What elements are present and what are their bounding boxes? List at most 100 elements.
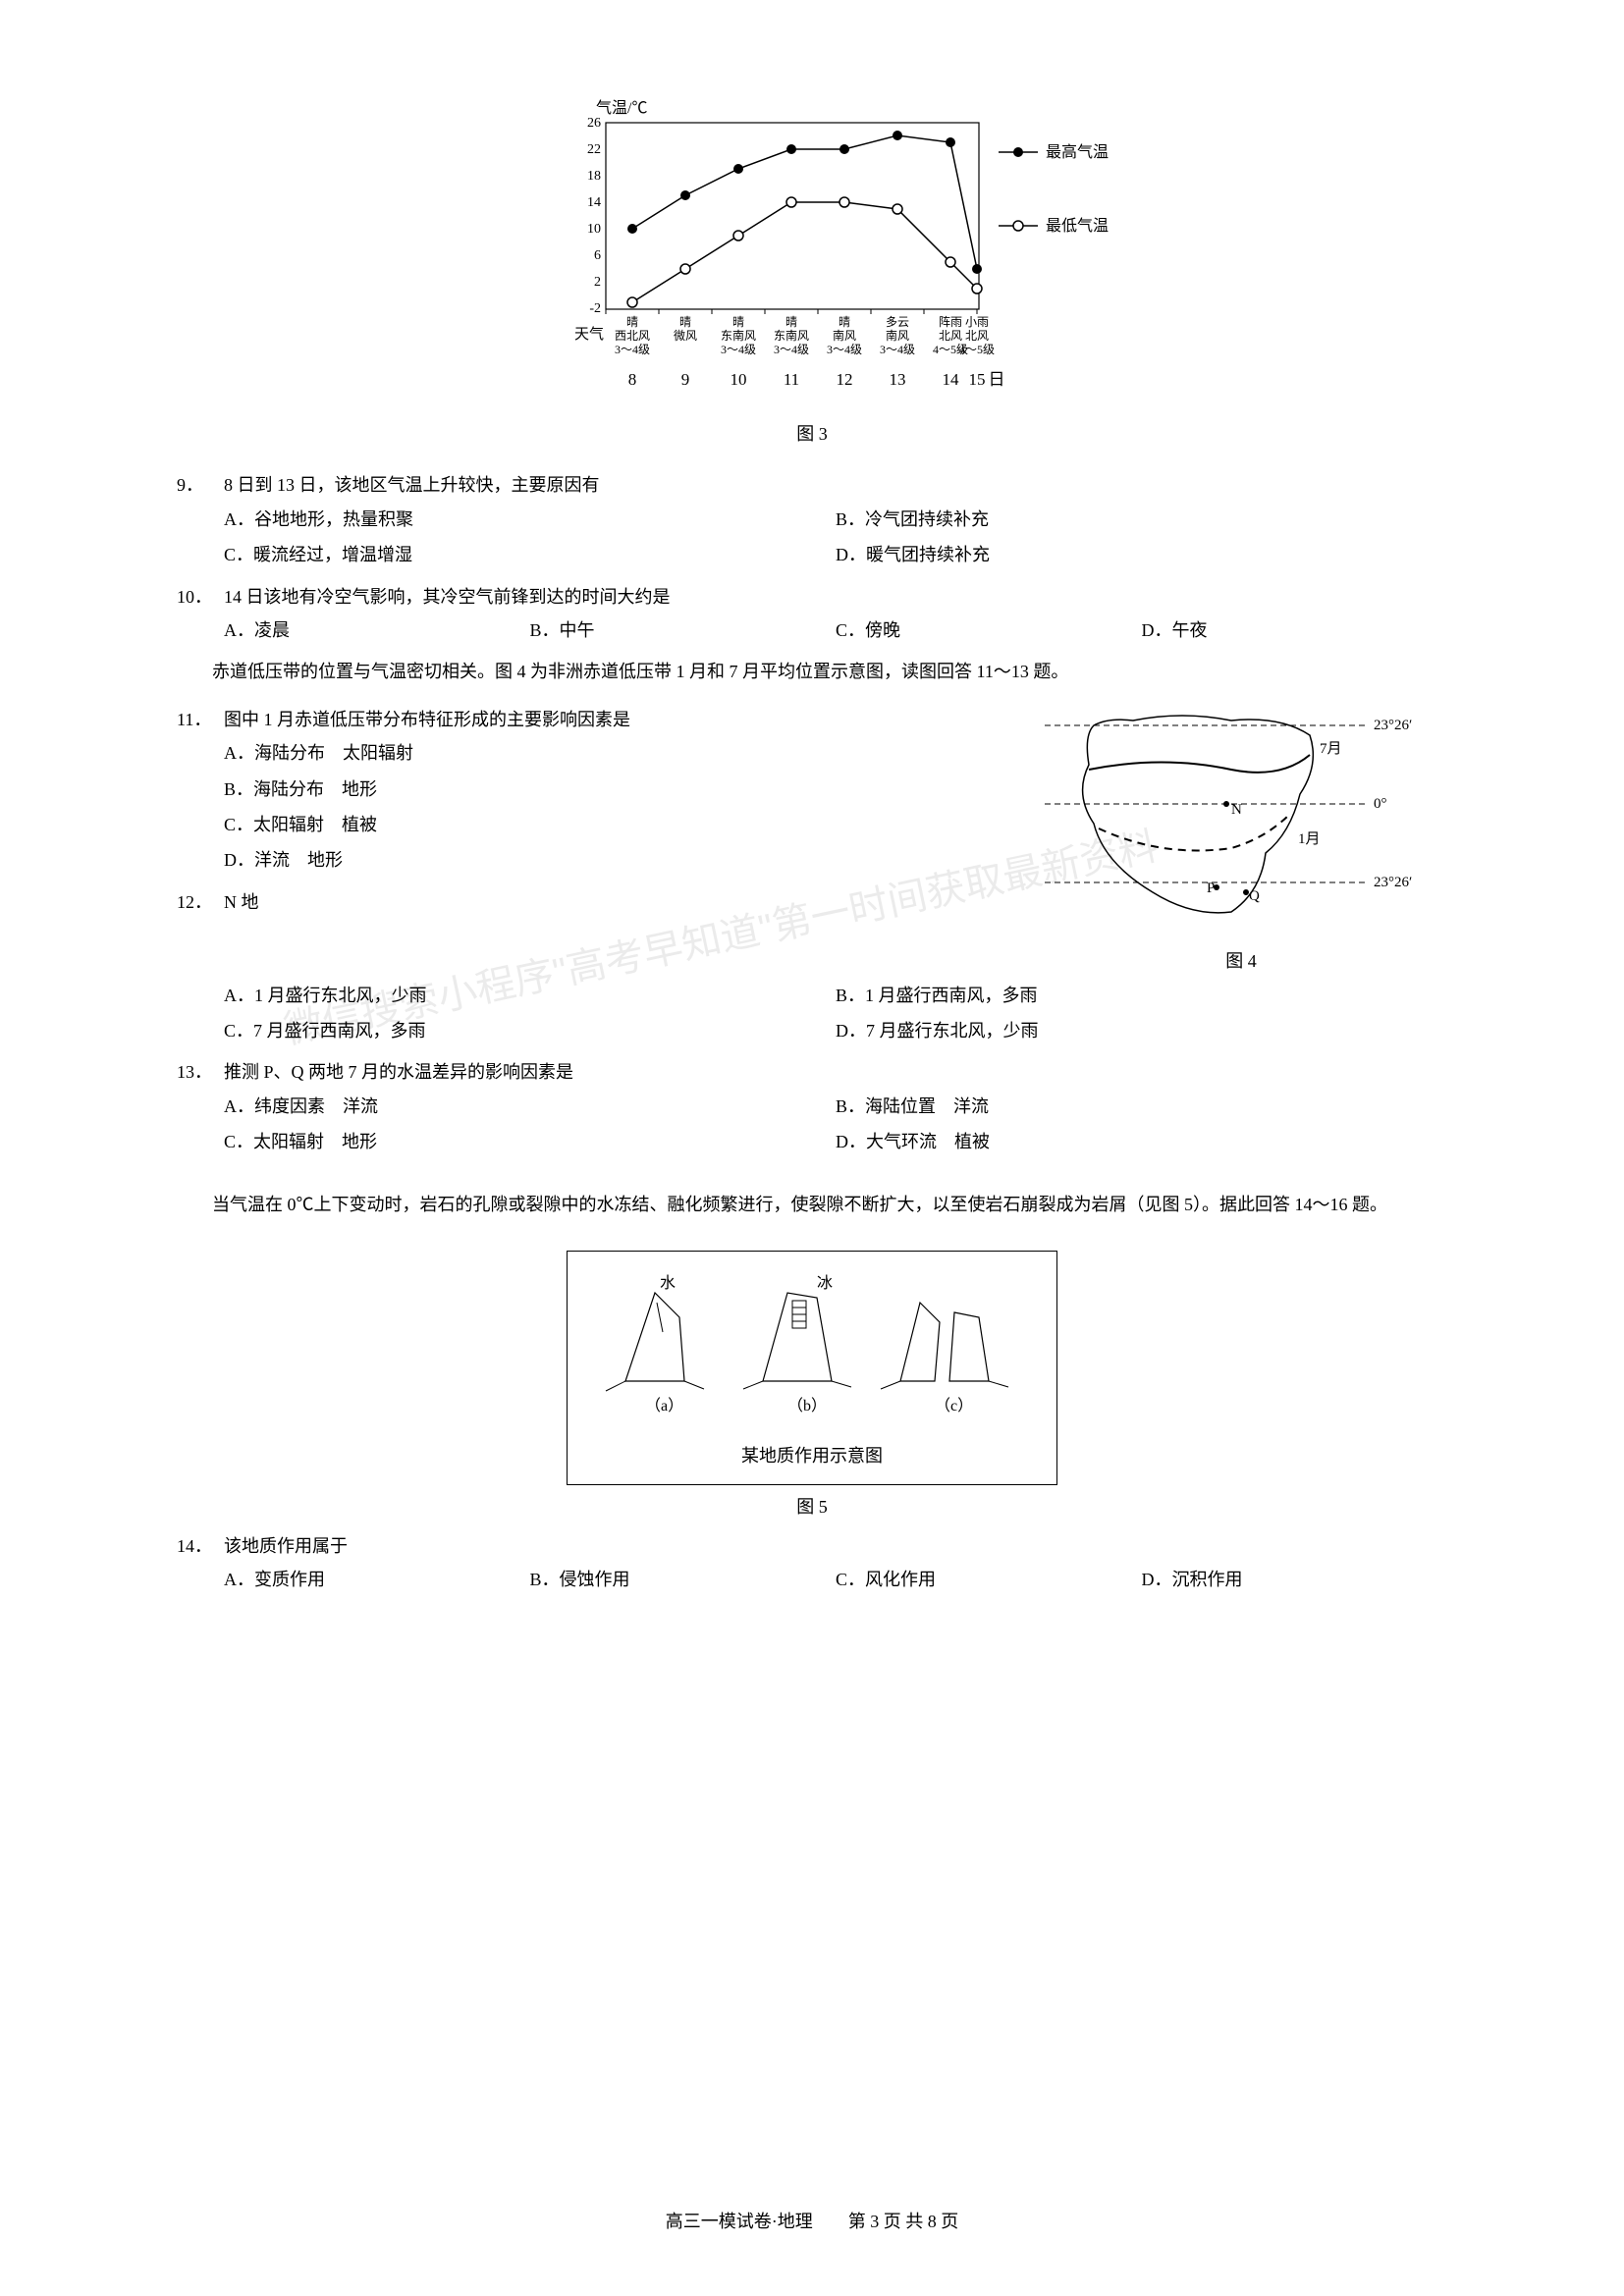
svg-text:晴: 晴 bbox=[679, 315, 691, 329]
svg-text:-2: -2 bbox=[589, 301, 601, 316]
svg-text:小雨: 小雨 bbox=[965, 315, 989, 329]
q12-option-c: C．7 月盛行西南风，多雨 bbox=[224, 1013, 836, 1048]
svg-text:23°26′: 23°26′ bbox=[1374, 875, 1412, 890]
svg-text:14: 14 bbox=[587, 195, 601, 210]
diagram-5: 水 （a） 冰 （b） （c） 某地质作用示意图 bbox=[567, 1251, 1057, 1485]
svg-text:Q: Q bbox=[1249, 888, 1260, 904]
q12-option-a: A．1 月盛行东北风，少雨 bbox=[224, 978, 836, 1013]
q13-option-d: D．大气环流 植被 bbox=[836, 1124, 1447, 1159]
svg-text:18: 18 bbox=[587, 169, 601, 184]
chart-3-caption: 图 3 bbox=[527, 418, 1097, 450]
q11-option-b: B．海陆分布 地形 bbox=[224, 772, 1035, 807]
q9-option-d: D．暖气团持续补充 bbox=[836, 537, 1447, 572]
q13-option-a: A．纬度因素 洋流 bbox=[224, 1089, 836, 1124]
svg-text:3～4级: 3～4级 bbox=[774, 343, 809, 356]
chart-3-svg: 气温/℃ -226 101418 2226 最高气温 最低气温 bbox=[527, 98, 1136, 412]
svg-text:（a）: （a） bbox=[645, 1397, 683, 1415]
diagram-5-svg: 水 （a） 冰 （b） （c） bbox=[586, 1263, 1038, 1430]
svg-text:日: 日 bbox=[989, 370, 1005, 389]
q12-stem: N 地 bbox=[224, 886, 259, 918]
q10-num: 10． bbox=[177, 581, 224, 613]
svg-text:2: 2 bbox=[594, 275, 601, 290]
q12-num: 12． bbox=[177, 886, 224, 918]
svg-text:北风: 北风 bbox=[939, 329, 962, 343]
map-4-caption: 图 4 bbox=[1035, 945, 1447, 977]
svg-text:天气: 天气 bbox=[574, 326, 604, 343]
svg-text:3～4级: 3～4级 bbox=[880, 343, 915, 356]
svg-text:10: 10 bbox=[587, 222, 601, 237]
svg-text:N: N bbox=[1231, 802, 1242, 818]
svg-text:晴: 晴 bbox=[626, 315, 638, 329]
svg-text:北风: 北风 bbox=[965, 329, 989, 343]
svg-text:微风: 微风 bbox=[674, 329, 697, 343]
svg-text:7月: 7月 bbox=[1320, 741, 1342, 757]
svg-text:冰: 冰 bbox=[817, 1274, 833, 1292]
svg-text:P: P bbox=[1207, 881, 1215, 896]
q12-option-d: D．7 月盛行东北风，少雨 bbox=[836, 1013, 1447, 1048]
q11-option-a: A．海陆分布 太阳辐射 bbox=[224, 735, 1035, 771]
q9-option-c: C．暖流经过，增温增湿 bbox=[224, 537, 836, 572]
question-14: 14．该地质作用属于 A．变质作用 B．侵蚀作用 C．风化作用 D．沉积作用 bbox=[177, 1530, 1447, 1598]
page-footer: 高三一模试卷·地理 第 3 页 共 8 页 bbox=[0, 2206, 1624, 2237]
svg-text:15: 15 bbox=[969, 370, 986, 389]
svg-text:阵雨: 阵雨 bbox=[939, 315, 962, 329]
svg-text:多云: 多云 bbox=[886, 315, 909, 329]
svg-text:水: 水 bbox=[660, 1274, 676, 1292]
svg-text:晴: 晴 bbox=[732, 315, 744, 329]
svg-text:西北风: 西北风 bbox=[615, 329, 650, 343]
question-9: 9．8 日到 13 日，该地区气温上升较快，主要原因有 A．谷地地形，热量积聚 … bbox=[177, 469, 1447, 572]
svg-text:4～5级: 4～5级 bbox=[959, 343, 995, 356]
diagram-5-subtitle: 某地质作用示意图 bbox=[579, 1440, 1045, 1471]
svg-text:南风: 南风 bbox=[833, 328, 856, 343]
q14-option-c: C．风化作用 bbox=[836, 1562, 1142, 1597]
q11-stem: 图中 1 月赤道低压带分布特征形成的主要影响因素是 bbox=[224, 704, 630, 735]
svg-text:11: 11 bbox=[784, 370, 799, 389]
svg-text:（b）: （b） bbox=[787, 1397, 827, 1415]
svg-text:14: 14 bbox=[943, 370, 960, 389]
q14-option-b: B．侵蚀作用 bbox=[530, 1562, 837, 1597]
svg-text:3～4级: 3～4级 bbox=[721, 343, 756, 356]
q10-stem: 14 日该地有冷空气影响，其冷空气前锋到达的时间大约是 bbox=[224, 581, 671, 613]
svg-text:晴: 晴 bbox=[839, 315, 850, 329]
q14-num: 14． bbox=[177, 1530, 224, 1562]
q9-option-b: B．冷气团持续补充 bbox=[836, 502, 1447, 537]
svg-text:22: 22 bbox=[587, 142, 601, 157]
svg-text:（c）: （c） bbox=[935, 1397, 973, 1415]
svg-text:东南风: 东南风 bbox=[721, 328, 756, 343]
chart-3: 气温/℃ -226 101418 2226 最高气温 最低气温 bbox=[527, 98, 1097, 450]
svg-text:最高气温: 最高气温 bbox=[1046, 143, 1109, 161]
q14-option-a: A．变质作用 bbox=[224, 1562, 530, 1597]
q13-option-c: C．太阳辐射 地形 bbox=[224, 1124, 836, 1159]
q13-num: 13． bbox=[177, 1056, 224, 1088]
q11-num: 11． bbox=[177, 704, 224, 735]
q14-stem: 该地质作用属于 bbox=[224, 1530, 348, 1562]
svg-text:3～4级: 3～4级 bbox=[615, 343, 650, 356]
svg-text:13: 13 bbox=[890, 370, 906, 389]
svg-text:26: 26 bbox=[587, 116, 601, 131]
passage-3: 当气温在 0℃上下变动时，岩石的孔隙或裂隙中的水冻结、融化频繁进行，使裂隙不断扩… bbox=[177, 1189, 1447, 1220]
svg-text:晴: 晴 bbox=[785, 315, 797, 329]
q9-num: 9． bbox=[177, 469, 224, 501]
q9-option-a: A．谷地地形，热量积聚 bbox=[224, 502, 836, 537]
svg-text:1月: 1月 bbox=[1298, 831, 1321, 847]
svg-text:6: 6 bbox=[594, 248, 601, 263]
svg-text:0°: 0° bbox=[1374, 796, 1387, 812]
q10-option-b: B．中午 bbox=[530, 613, 837, 648]
q10-option-c: C．傍晚 bbox=[836, 613, 1142, 648]
svg-text:9: 9 bbox=[681, 370, 690, 389]
diagram-5-caption: 图 5 bbox=[177, 1491, 1447, 1522]
map-4: 23°26′ 0° 23°26′ 7月 1月 N P Q bbox=[1035, 696, 1428, 932]
q10-option-a: A．凌晨 bbox=[224, 613, 530, 648]
svg-text:南风: 南风 bbox=[886, 328, 909, 343]
svg-text:3～4级: 3～4级 bbox=[827, 343, 862, 356]
svg-text:8: 8 bbox=[628, 370, 637, 389]
y-axis-label: 气温/℃ bbox=[596, 99, 647, 117]
question-13: 13．推测 P、Q 两地 7 月的水温差异的影响因素是 A．纬度因素 洋流 B．… bbox=[177, 1056, 1447, 1159]
q10-option-d: D．午夜 bbox=[1142, 613, 1448, 648]
svg-text:12: 12 bbox=[837, 370, 853, 389]
q14-option-d: D．沉积作用 bbox=[1142, 1562, 1448, 1597]
svg-text:23°26′: 23°26′ bbox=[1374, 718, 1412, 733]
q9-stem: 8 日到 13 日，该地区气温上升较快，主要原因有 bbox=[224, 469, 600, 501]
q13-option-b: B．海陆位置 洋流 bbox=[836, 1089, 1447, 1124]
q13-stem: 推测 P、Q 两地 7 月的水温差异的影响因素是 bbox=[224, 1056, 573, 1088]
